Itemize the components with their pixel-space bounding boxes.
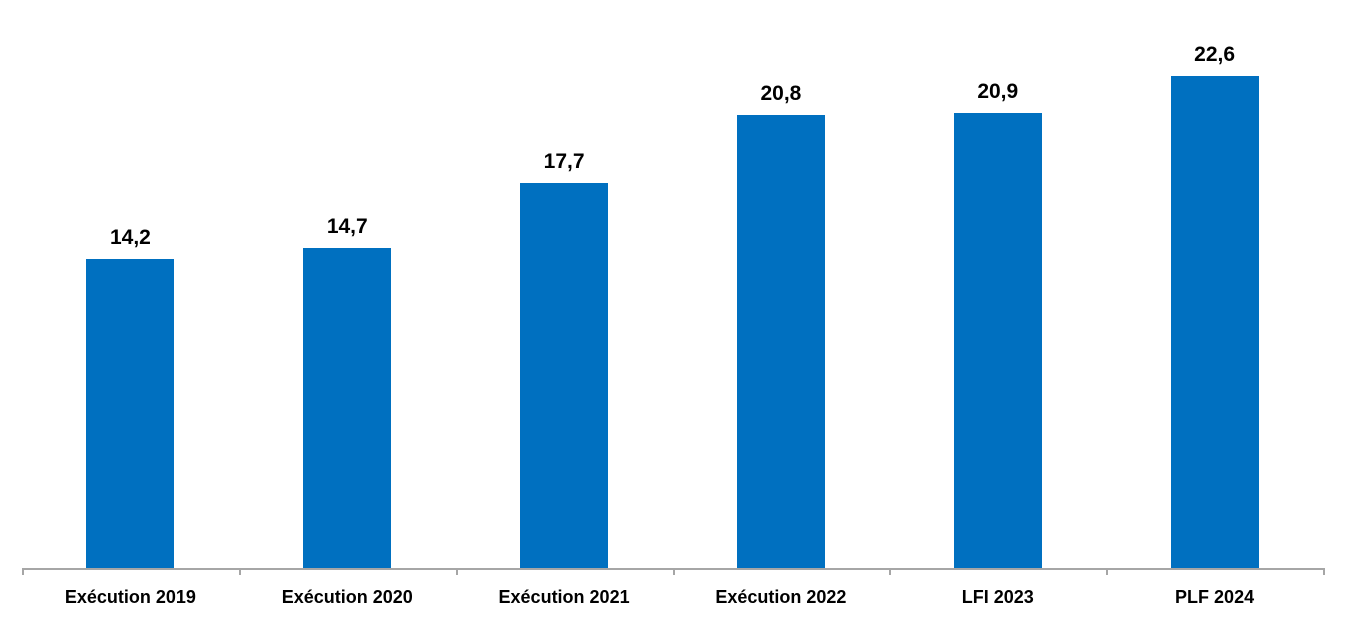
bar-value-label: 14,2 bbox=[109, 225, 151, 249]
x-axis-tick bbox=[22, 568, 24, 575]
bar-value-label: 22,6 bbox=[1194, 43, 1236, 66]
bar-value-label: 20,8 bbox=[760, 82, 802, 106]
bar-value-label: 20,9 bbox=[977, 80, 1019, 104]
bar-execution-2019 bbox=[86, 258, 175, 568]
x-axis-label: Exécution 2020 bbox=[281, 587, 413, 607]
bar-execution-2022 bbox=[736, 115, 825, 568]
x-axis-label: Exécution 2022 bbox=[715, 587, 847, 607]
bar-value-label: 14,7 bbox=[326, 214, 368, 238]
x-axis-tick bbox=[238, 568, 241, 575]
bar-lfi-2023 bbox=[953, 113, 1042, 568]
x-axis-tick bbox=[1323, 568, 1325, 575]
bar-execution-2021 bbox=[520, 182, 609, 568]
x-axis-tick bbox=[889, 568, 892, 575]
bar-execution-2020 bbox=[303, 247, 392, 568]
x-axis-label: PLF 2024 bbox=[1175, 587, 1255, 607]
x-axis-tick bbox=[455, 568, 458, 575]
x-axis-label: LFI 2023 bbox=[961, 587, 1034, 607]
x-axis-label: Exécution 2019 bbox=[64, 587, 196, 607]
x-axis-tick bbox=[672, 568, 675, 575]
x-axis-tick bbox=[1106, 568, 1109, 575]
bar-plf-2024 bbox=[1170, 76, 1259, 568]
bar-value-label: 17,7 bbox=[543, 149, 585, 173]
x-axis-label: Exécution 2021 bbox=[498, 587, 630, 607]
